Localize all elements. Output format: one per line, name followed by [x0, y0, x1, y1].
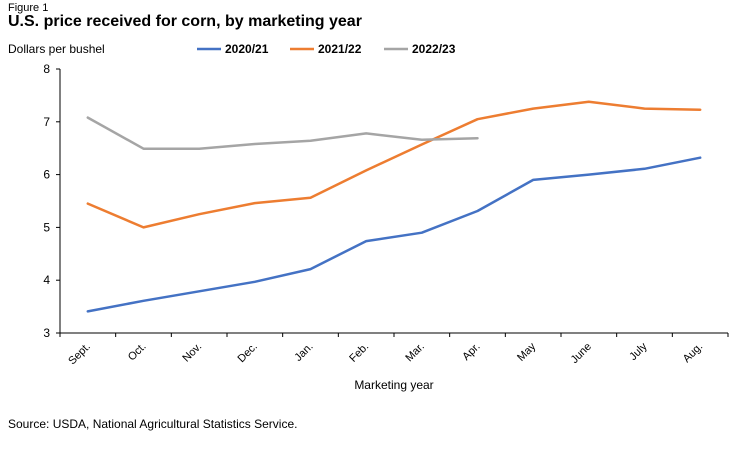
x-tick-label: Mar. [403, 341, 427, 365]
y-tick-label: 7 [43, 115, 50, 129]
x-tick-label: Oct. [126, 341, 149, 364]
y-tick-label: 6 [43, 168, 50, 182]
source-note: Source: USDA, National Agricultural Stat… [8, 417, 298, 431]
x-tick-label: May [515, 340, 539, 364]
series-line-2020-21 [86, 156, 702, 313]
y-tick-label: 8 [43, 62, 50, 76]
x-tick-label: Jan. [292, 341, 315, 364]
x-tick-label: Dec. [235, 341, 259, 365]
chart-title: U.S. price received for corn, by marketi… [8, 13, 362, 30]
series-line-2021-22 [86, 100, 702, 229]
x-tick-label: Nov. [180, 341, 204, 365]
y-axis-label: Dollars per bushel [8, 42, 105, 56]
y-tick-label: 3 [43, 326, 50, 340]
legend-label: 2022/23 [412, 42, 456, 56]
legend: 2020/21 2021/22 2022/23 [197, 42, 456, 56]
x-tick-label: Apr. [460, 341, 482, 363]
x-tick-label: Feb. [347, 341, 371, 365]
x-tick-label: Aug. [681, 341, 705, 365]
legend-label: 2020/21 [225, 42, 269, 56]
y-tick-label: 5 [43, 220, 50, 234]
y-tick-label: 4 [43, 273, 50, 287]
axes: 3 4 5 6 7 8 Sept. Oct. Nov. Dec. Jan. Feb. Mar. Apr. M… [43, 62, 729, 368]
legend-label: 2021/22 [318, 42, 362, 56]
x-tick-label: July [627, 340, 650, 363]
figure-label: Figure 1 [8, 2, 49, 14]
x-axis-label: Marketing year [354, 378, 433, 392]
series-lines [86, 100, 702, 313]
x-tick-label: Sept. [66, 341, 93, 368]
series-line-2022-23 [86, 116, 479, 150]
x-tick-label: June [569, 341, 594, 366]
